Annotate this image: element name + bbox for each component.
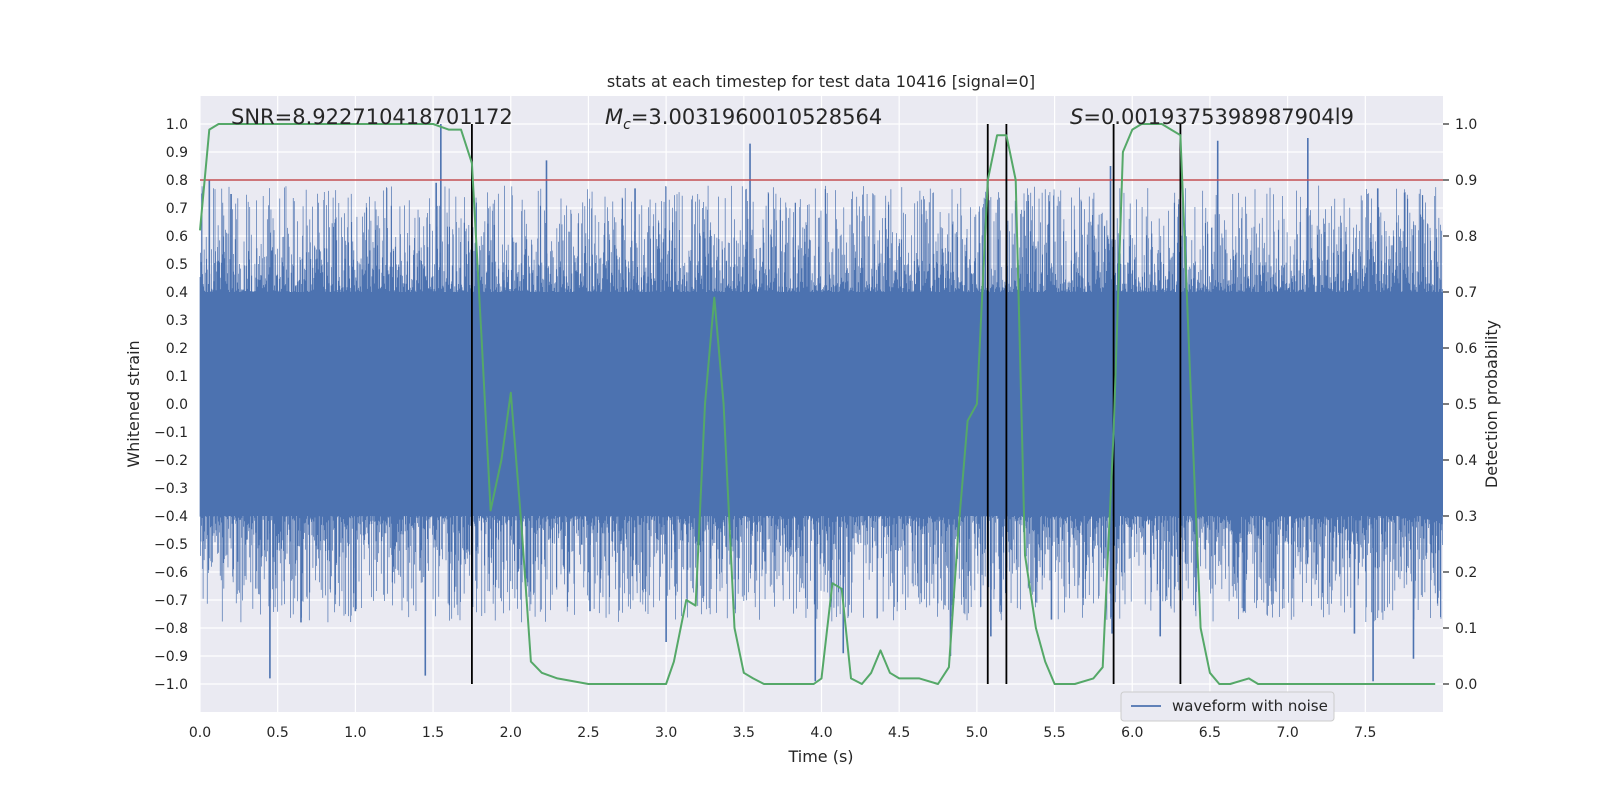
right-tick-label: 0.1 bbox=[1455, 621, 1477, 637]
right-tick-label: 0.4 bbox=[1455, 453, 1477, 469]
probability-line bbox=[199, 123, 1436, 685]
x-tick-label: 6.5 bbox=[1199, 725, 1221, 741]
y-tick-label: 0.7 bbox=[166, 201, 188, 217]
y-tick-label: 0.9 bbox=[166, 145, 188, 161]
probability-series bbox=[199, 123, 1436, 685]
x-tick-label: 5.0 bbox=[966, 725, 988, 741]
x-tick-label: 3.5 bbox=[733, 725, 755, 741]
right-tick-label: 0.7 bbox=[1455, 285, 1477, 301]
annotation-snr: SNR=8.922710418701172 bbox=[231, 105, 513, 129]
y-tick-label: −0.9 bbox=[154, 649, 188, 665]
x-tick-label: 0.0 bbox=[189, 725, 211, 741]
x-tick-label: 1.5 bbox=[422, 725, 444, 741]
chart-title: stats at each timestep for test data 104… bbox=[607, 72, 1035, 91]
y-tick-label: 1.0 bbox=[166, 117, 188, 133]
y-tick-label: 0.3 bbox=[166, 313, 188, 329]
annotation-statistic: S=0.0019375398987904l9 bbox=[1070, 105, 1354, 129]
y-tick-label: −0.5 bbox=[154, 537, 188, 553]
chirp-mass-symbol: M bbox=[605, 105, 623, 129]
chirp-mass-value: =3.0031960010528564 bbox=[631, 105, 882, 129]
right-tick-label: 0.8 bbox=[1455, 229, 1477, 245]
x-tick-label: 7.0 bbox=[1276, 725, 1298, 741]
x-tick-label: 3.0 bbox=[655, 725, 677, 741]
y-tick-label: −0.7 bbox=[154, 593, 188, 609]
x-axis-label: Time (s) bbox=[787, 747, 853, 766]
x-tick-label: 6.0 bbox=[1121, 725, 1143, 741]
right-tick-label: 1.0 bbox=[1455, 117, 1477, 133]
y-axis-right-label: Detection probability bbox=[1482, 320, 1501, 488]
y-tick-label: 0.2 bbox=[166, 341, 188, 357]
y-tick-label: 0.0 bbox=[166, 397, 188, 413]
statistic-value: =0.0019375398987904l9 bbox=[1083, 105, 1354, 129]
tick-labels: −1.0 −0.9 −0.8 −0.7 −0.6 −0.5 −0.4 −0.3 −0.2 −0.1… bbox=[154, 117, 1477, 741]
x-tick-label: 1.0 bbox=[344, 725, 366, 741]
y-axis-label: Whitened strain bbox=[124, 340, 143, 467]
y-tick-label: −0.3 bbox=[154, 481, 188, 497]
y-tick-label: 0.1 bbox=[166, 369, 188, 385]
x-tick-label: 0.5 bbox=[267, 725, 289, 741]
y-tick-label: −0.4 bbox=[154, 509, 188, 525]
x-tick-label: 7.5 bbox=[1354, 725, 1376, 741]
right-tick-label: 0.5 bbox=[1455, 397, 1477, 413]
statistic-symbol: S bbox=[1070, 105, 1083, 129]
y-tick-label: −0.1 bbox=[154, 425, 188, 441]
chirp-mass-subscript: c bbox=[623, 117, 631, 133]
right-tick-label: 0.0 bbox=[1455, 677, 1477, 693]
x-tick-label: 2.5 bbox=[577, 725, 599, 741]
legend[interactable]: waveform with noise bbox=[1120, 691, 1335, 722]
waveform-series bbox=[199, 124, 1443, 682]
right-tick-label: 0.9 bbox=[1455, 173, 1477, 189]
y-tick-label: 0.4 bbox=[166, 285, 188, 301]
y-tick-label: −0.2 bbox=[154, 453, 188, 469]
annotation-chirp-mass: Mc=3.0031960010528564 bbox=[605, 105, 882, 133]
x-tick-label: 2.0 bbox=[500, 725, 522, 741]
right-tick-label: 0.3 bbox=[1455, 509, 1477, 525]
y-tick-label: 0.8 bbox=[166, 173, 188, 189]
y-tick-label: 0.6 bbox=[166, 229, 188, 245]
y-tick-label: 0.5 bbox=[166, 257, 188, 273]
right-tick-label: 0.2 bbox=[1455, 565, 1477, 581]
y-tick-label: −1.0 bbox=[154, 677, 188, 693]
right-tick-label: 0.6 bbox=[1455, 341, 1477, 357]
x-tick-label: 4.0 bbox=[810, 725, 832, 741]
legend-label: waveform with noise bbox=[1172, 697, 1328, 715]
y-tick-label: −0.8 bbox=[154, 621, 188, 637]
y-tick-label: −0.6 bbox=[154, 565, 188, 581]
waveform-line bbox=[199, 185, 1443, 623]
x-tick-label: 4.5 bbox=[888, 725, 910, 741]
legend-box bbox=[1120, 691, 1335, 722]
x-tick-label: 5.5 bbox=[1043, 725, 1065, 741]
